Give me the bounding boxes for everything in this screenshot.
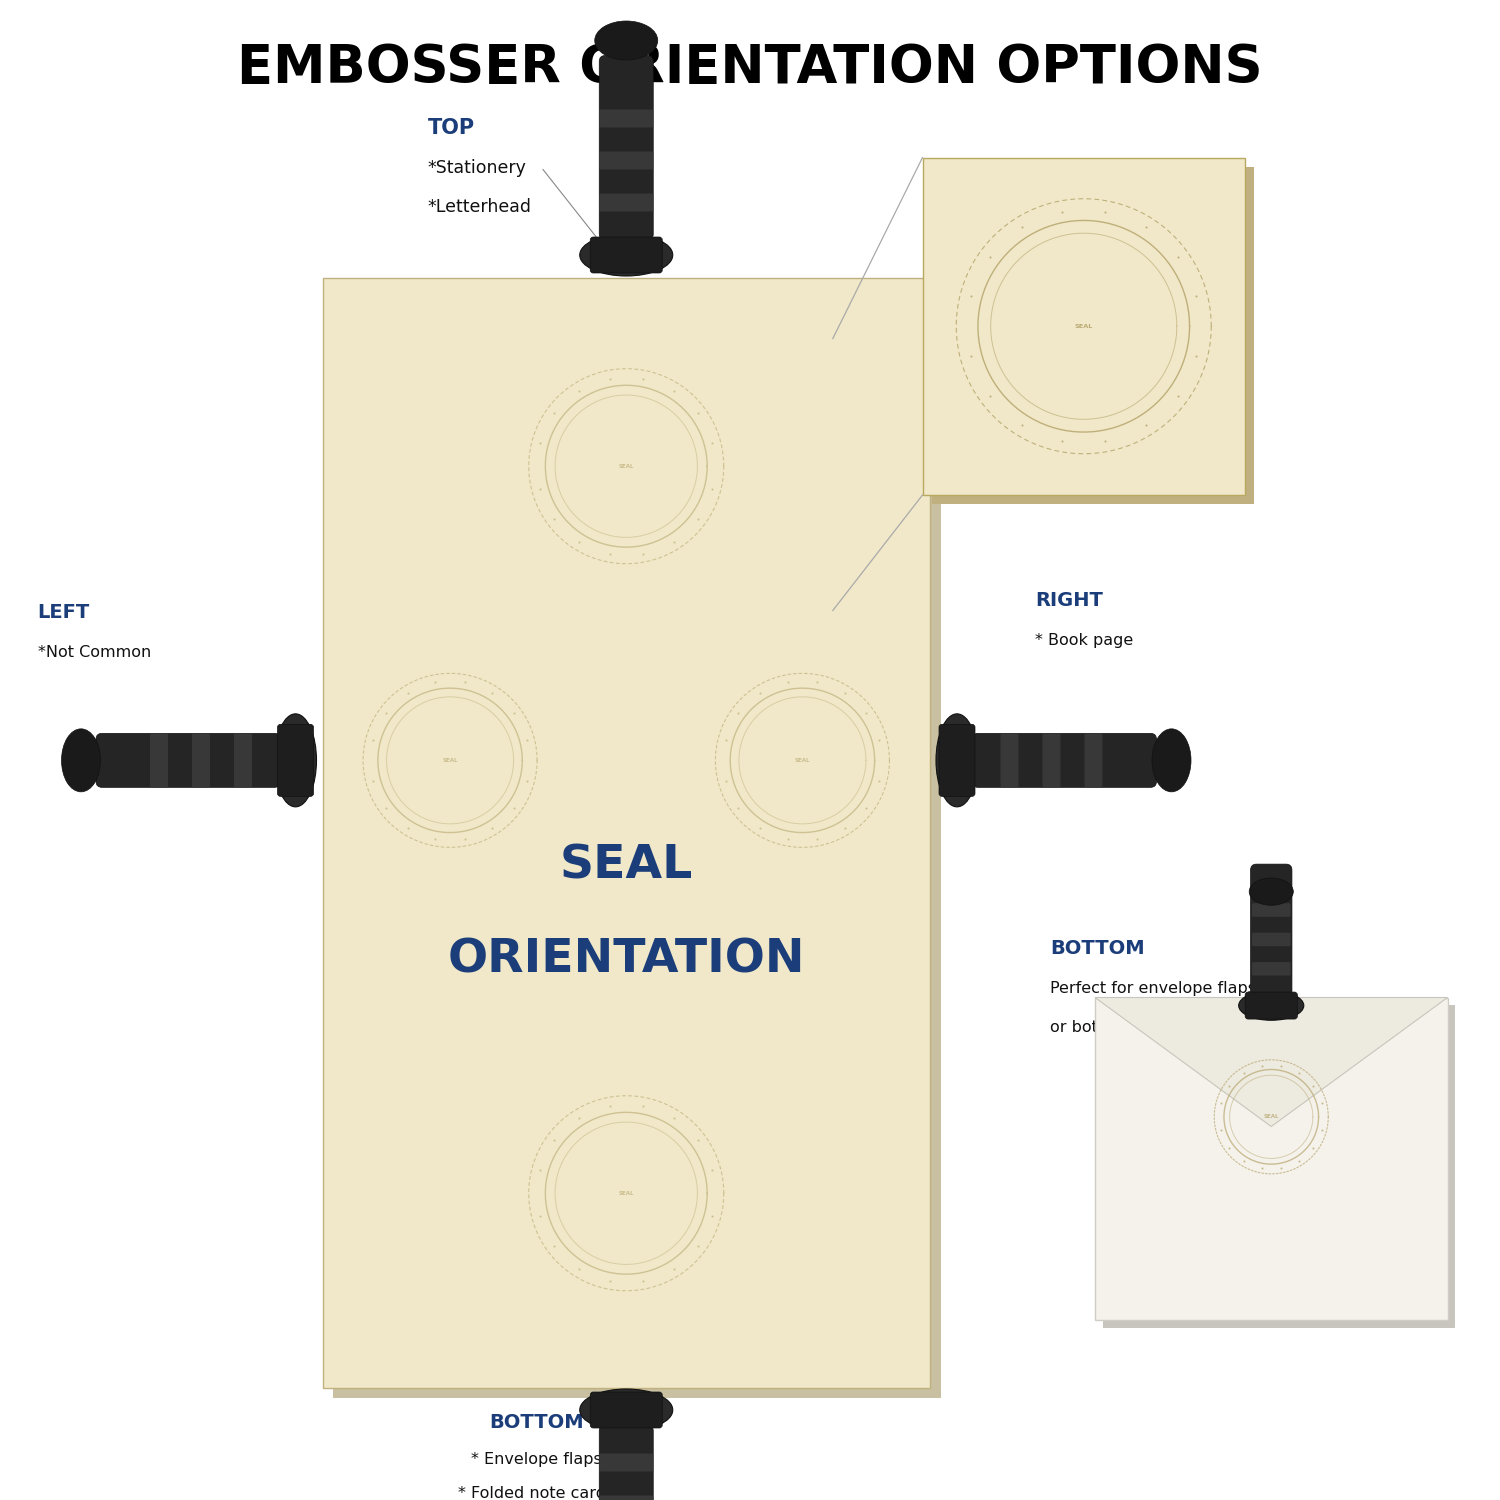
FancyBboxPatch shape — [1084, 734, 1102, 788]
FancyBboxPatch shape — [150, 734, 168, 788]
Text: ORIENTATION: ORIENTATION — [447, 938, 806, 982]
Ellipse shape — [62, 729, 100, 792]
FancyBboxPatch shape — [932, 166, 1254, 504]
Text: * Book page: * Book page — [1035, 633, 1134, 648]
Text: RIGHT: RIGHT — [1035, 591, 1102, 609]
Text: BOTTOM: BOTTOM — [1050, 939, 1144, 957]
FancyBboxPatch shape — [1095, 998, 1448, 1320]
FancyBboxPatch shape — [322, 278, 930, 1388]
Text: Perfect for envelope flaps: Perfect for envelope flaps — [1050, 981, 1256, 996]
Text: SEAL: SEAL — [1263, 1114, 1280, 1119]
FancyBboxPatch shape — [1252, 962, 1290, 975]
Text: SEAL: SEAL — [1074, 324, 1094, 328]
Text: LEFT: LEFT — [38, 603, 90, 621]
Polygon shape — [1095, 998, 1448, 1126]
Ellipse shape — [936, 714, 978, 807]
Ellipse shape — [1250, 878, 1293, 906]
FancyBboxPatch shape — [590, 237, 662, 273]
FancyBboxPatch shape — [1251, 864, 1292, 998]
Ellipse shape — [274, 714, 316, 807]
Text: or bottom of page seals: or bottom of page seals — [1050, 1020, 1242, 1035]
FancyBboxPatch shape — [972, 734, 1156, 788]
Text: *Not Common: *Not Common — [38, 645, 150, 660]
Ellipse shape — [579, 1389, 672, 1431]
Text: *Letterhead: *Letterhead — [427, 198, 531, 216]
FancyBboxPatch shape — [1245, 992, 1298, 1018]
FancyBboxPatch shape — [278, 724, 314, 796]
FancyBboxPatch shape — [598, 194, 654, 211]
FancyBboxPatch shape — [1252, 903, 1290, 916]
FancyBboxPatch shape — [1042, 734, 1060, 788]
FancyBboxPatch shape — [96, 734, 280, 788]
Text: SEAL: SEAL — [795, 758, 810, 764]
Ellipse shape — [1152, 729, 1191, 792]
Text: SEAL: SEAL — [618, 464, 634, 468]
Ellipse shape — [579, 234, 672, 276]
FancyBboxPatch shape — [922, 158, 1245, 495]
Text: SEAL: SEAL — [442, 758, 458, 764]
FancyBboxPatch shape — [192, 734, 210, 788]
Ellipse shape — [1239, 992, 1304, 1020]
Text: SEAL: SEAL — [560, 843, 693, 888]
FancyBboxPatch shape — [598, 110, 654, 128]
Text: *Stationery: *Stationery — [427, 159, 526, 177]
FancyBboxPatch shape — [598, 56, 654, 240]
FancyBboxPatch shape — [598, 1425, 654, 1500]
FancyBboxPatch shape — [1252, 933, 1290, 946]
Ellipse shape — [594, 21, 657, 60]
FancyBboxPatch shape — [598, 152, 654, 170]
FancyBboxPatch shape — [598, 1454, 654, 1472]
FancyBboxPatch shape — [333, 288, 940, 1398]
Text: EMBOSSER ORIENTATION OPTIONS: EMBOSSER ORIENTATION OPTIONS — [237, 42, 1263, 93]
Text: SEAL: SEAL — [618, 1191, 634, 1196]
Text: TOP: TOP — [427, 117, 474, 138]
FancyBboxPatch shape — [1102, 1005, 1455, 1328]
FancyBboxPatch shape — [939, 724, 975, 796]
FancyBboxPatch shape — [598, 1496, 654, 1500]
Text: BOTTOM: BOTTOM — [489, 1413, 584, 1431]
FancyBboxPatch shape — [590, 1392, 662, 1428]
Text: * Envelope flaps: * Envelope flaps — [471, 1452, 602, 1467]
Text: * Folded note cards: * Folded note cards — [458, 1486, 615, 1500]
FancyBboxPatch shape — [1000, 734, 1018, 788]
FancyBboxPatch shape — [234, 734, 252, 788]
